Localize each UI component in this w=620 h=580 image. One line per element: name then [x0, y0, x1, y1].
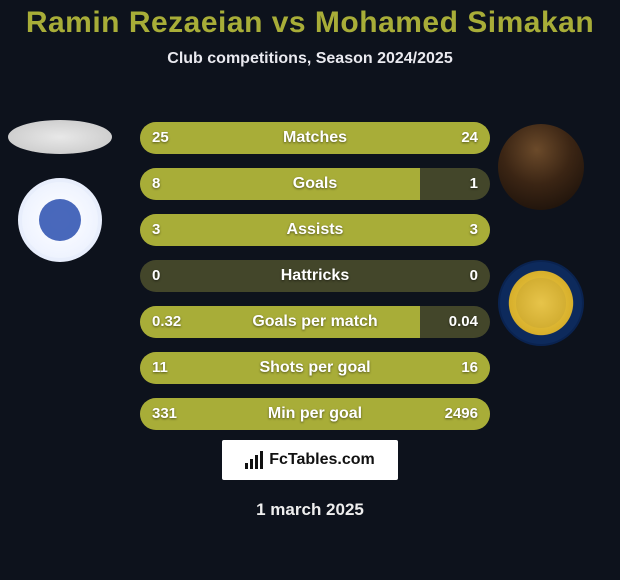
- stat-row: 81Goals: [140, 168, 490, 200]
- stat-row: 33Assists: [140, 214, 490, 246]
- player1-photo: [8, 120, 112, 154]
- stat-label: Matches: [140, 122, 490, 154]
- stat-label: Min per goal: [140, 398, 490, 430]
- subtitle: Club competitions, Season 2024/2025: [0, 50, 620, 68]
- stat-label: Goals: [140, 168, 490, 200]
- player2-photo: [498, 124, 584, 210]
- stat-label: Goals per match: [140, 306, 490, 338]
- stat-row: 3312496Min per goal: [140, 398, 490, 430]
- page-title: Ramin Rezaeian vs Mohamed Simakan: [0, 0, 620, 40]
- stat-row: 2524Matches: [140, 122, 490, 154]
- site-logo-text: FcTables.com: [269, 451, 375, 469]
- stat-label: Shots per goal: [140, 352, 490, 384]
- stat-rows: 2524Matches 81Goals 33Assists 00Hattricks 0.…: [140, 122, 490, 444]
- stat-row: 0.320.04Goals per match: [140, 306, 490, 338]
- stat-row: 1116Shots per goal: [140, 352, 490, 384]
- stat-row: 00Hattricks: [140, 260, 490, 292]
- stat-label: Assists: [140, 214, 490, 246]
- team1-crest-icon: [18, 178, 102, 262]
- stat-label: Hattricks: [140, 260, 490, 292]
- site-logo: FcTables.com: [222, 440, 398, 480]
- team2-crest-icon: [498, 260, 584, 346]
- snapshot-date: 1 march 2025: [0, 500, 620, 520]
- comparison-card: Ramin Rezaeian vs Mohamed Simakan Club c…: [0, 0, 620, 580]
- logo-bars-icon: [245, 451, 263, 469]
